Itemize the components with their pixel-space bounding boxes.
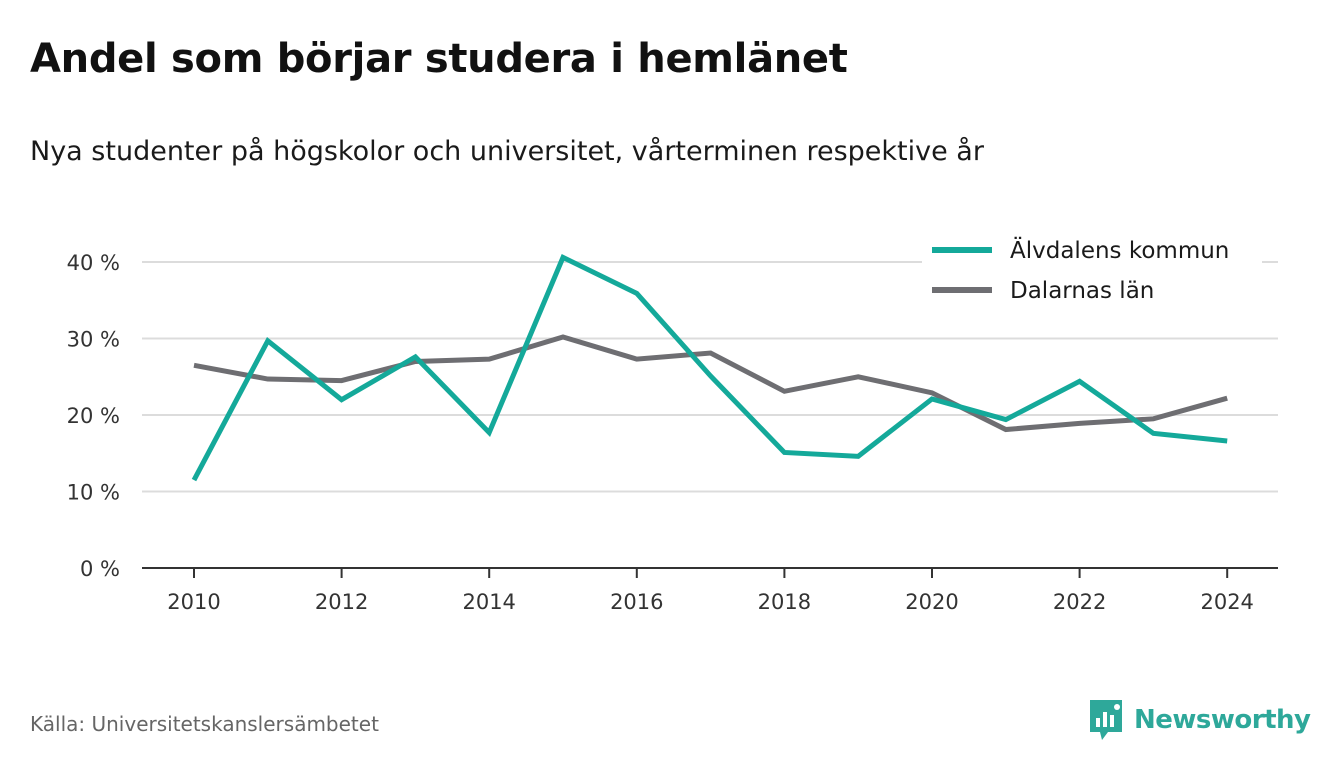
x-tick-label: 2018 (758, 590, 811, 614)
brand-logo: Newsworthy (1088, 696, 1311, 744)
x-tick-label: 2010 (167, 590, 220, 614)
legend-label: Älvdalens kommun (1010, 236, 1229, 264)
x-tick-label: 2020 (905, 590, 958, 614)
series-lines (191, 254, 1228, 482)
legend-background (922, 232, 1262, 314)
x-tick-label: 2022 (1053, 590, 1106, 614)
y-tick-label: 40 % (67, 251, 120, 275)
series-line-alvdalens-kommun (191, 254, 1228, 482)
newsworthy-logo-icon (1090, 700, 1122, 740)
x-axis: 2010 2012 2014 2016 2018 2020 2022 2024 (142, 567, 1278, 614)
y-tick-label: 20 % (67, 404, 120, 428)
x-tick-label: 2014 (462, 590, 515, 614)
brand-name: Newsworthy (1134, 705, 1311, 735)
x-tick-label: 2012 (315, 590, 368, 614)
x-tick-label: 2016 (610, 590, 663, 614)
series-line-dalarnas-lan (193, 334, 1228, 433)
chart-subtitle: Nya studenter på högskolor och universit… (30, 136, 984, 167)
source-note: Källa: Universitetskanslersämbetet (30, 712, 379, 736)
x-tick-label: 2024 (1200, 590, 1253, 614)
y-tick-label: 10 % (67, 481, 120, 505)
legend-label: Dalarnas län (1010, 278, 1154, 304)
y-tick-label: 0 % (80, 557, 120, 581)
legend: Älvdalens kommun Dalarnas län (922, 232, 1262, 314)
chart-title: Andel som börjar studera i hemlänet (30, 36, 848, 82)
y-tick-label: 30 % (67, 328, 120, 352)
